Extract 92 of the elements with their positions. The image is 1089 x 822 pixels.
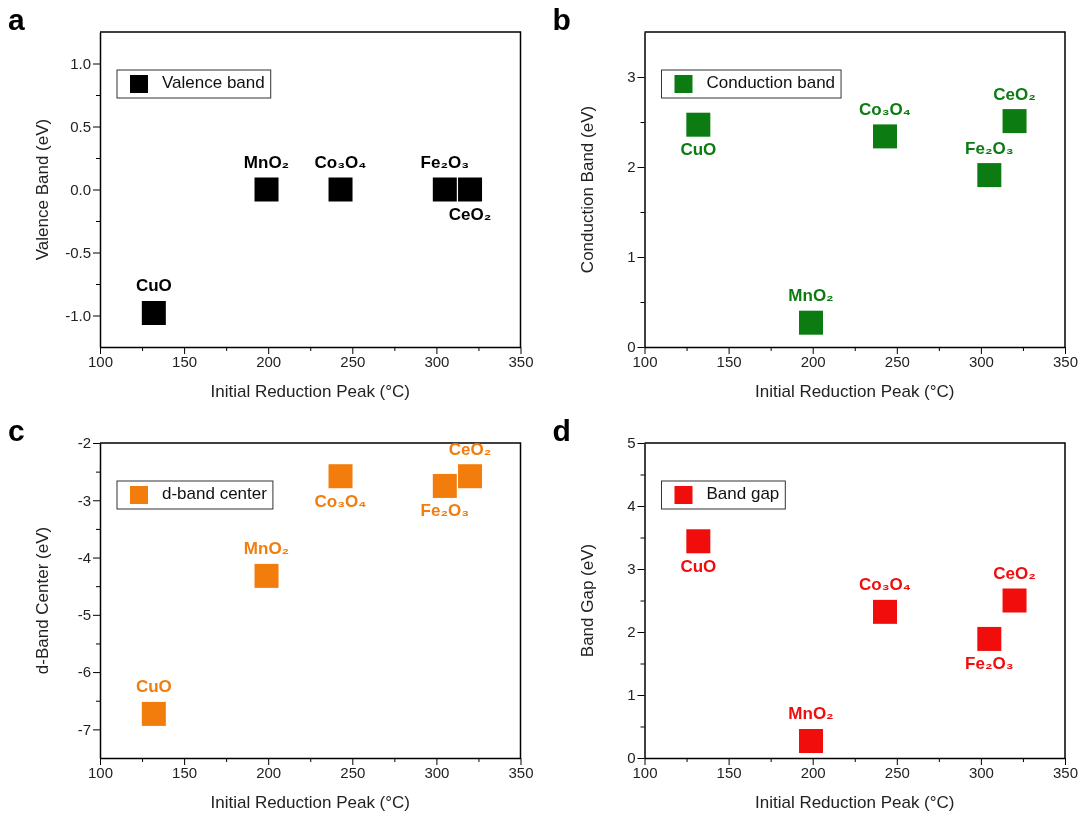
y-tick-label: 0.5: [70, 117, 91, 135]
annotation: Fe₂O₃: [420, 501, 470, 521]
annotation: MnO₂: [243, 152, 290, 172]
annotation: Co₃O₄: [859, 99, 911, 119]
y-tick-label: -3: [77, 491, 91, 509]
x-tick-label: 150: [716, 763, 742, 781]
x-tick-label: 250: [884, 352, 910, 370]
x-tick-label: 200: [800, 352, 826, 370]
y-axis-title: Band Gap (eV): [577, 543, 597, 658]
point: [254, 563, 279, 588]
annotation: Co₃O₄: [314, 491, 367, 511]
point: [686, 529, 711, 554]
annotation: Co₃O₄: [859, 575, 911, 595]
annotation: CeO₂: [448, 204, 492, 224]
point: [977, 163, 1002, 188]
y-tick-label: -0.5: [65, 243, 91, 261]
y-tick-label: 2: [627, 158, 636, 176]
y-axis-title: Valence Band (eV): [33, 118, 52, 261]
x-tick-label: 300: [968, 763, 994, 781]
y-tick-label: 0.0: [70, 180, 91, 198]
legend-label: Conduction band: [706, 73, 836, 93]
annotation: CeO₂: [993, 563, 1036, 583]
y-tick-label: -4: [77, 548, 91, 566]
annotation: CuO: [680, 556, 717, 576]
annotation: CuO: [135, 276, 172, 296]
y-tick-label: 1: [627, 248, 636, 266]
annotation: Fe₂O₃: [420, 152, 470, 172]
annotation: Fe₂O₃: [965, 138, 1014, 158]
x-tick-label: 350: [1052, 352, 1079, 370]
y-axis-title: d-Band Center (eV): [33, 526, 52, 675]
y-axis-title: Conduction Band (eV): [577, 105, 597, 274]
x-axis-title: Initial Reduction Peak (°C): [754, 382, 955, 401]
x-tick-label: 100: [87, 352, 114, 370]
point: [873, 124, 898, 149]
y-tick-label: -7: [77, 720, 91, 738]
chart-title: d: [552, 414, 571, 447]
legend-label: Band gap: [706, 484, 780, 504]
y-tick-label: 1.0: [70, 54, 91, 72]
x-axis-title: Initial Reduction Peak (°C): [210, 382, 411, 401]
x-axis-title: Initial Reduction Peak (°C): [210, 793, 411, 812]
annotation: Co₃O₄: [314, 152, 367, 172]
y-tick-label: -2: [77, 434, 91, 452]
chart-title: a: [8, 3, 25, 36]
annotation: Fe₂O₃: [965, 654, 1014, 674]
y-tick-label: -5: [77, 606, 91, 624]
point: [686, 112, 711, 137]
y-tick-label: -1.0: [65, 306, 91, 324]
point: [799, 310, 824, 335]
x-tick-label: 200: [256, 763, 282, 781]
y-tick-label: 3: [627, 560, 636, 578]
y-tick-label: 5: [627, 434, 636, 452]
x-tick-label: 200: [800, 763, 826, 781]
x-tick-label: 350: [508, 763, 534, 781]
y-tick-label: 1: [627, 686, 636, 704]
point: [458, 464, 483, 489]
annotation: CuO: [135, 677, 172, 697]
y-tick-label: -6: [77, 663, 91, 681]
y-tick-label: 4: [627, 497, 636, 515]
x-tick-label: 350: [508, 352, 534, 370]
chart-title: c: [8, 414, 25, 447]
point: [141, 701, 166, 726]
point: [1002, 109, 1027, 134]
x-tick-label: 300: [424, 763, 450, 781]
point: [977, 626, 1002, 651]
legend-label: d-band center: [162, 484, 268, 504]
annotation: MnO₂: [788, 704, 834, 724]
legend-label: Valence band: [162, 73, 265, 93]
annotation: MnO₂: [243, 539, 290, 559]
x-axis-title: Initial Reduction Peak (°C): [754, 793, 955, 812]
x-tick-label: 300: [968, 352, 994, 370]
annotation: CeO₂: [448, 439, 492, 459]
x-tick-label: 150: [172, 763, 198, 781]
x-tick-label: 150: [172, 352, 198, 370]
annotation: MnO₂: [788, 286, 834, 306]
point: [1002, 588, 1027, 613]
point: [432, 473, 457, 498]
point: [799, 728, 824, 753]
annotation: CeO₂: [993, 84, 1036, 104]
y-tick-label: 3: [627, 68, 636, 86]
x-tick-label: 200: [256, 352, 282, 370]
point: [873, 599, 898, 624]
x-tick-label: 250: [884, 763, 910, 781]
x-tick-label: 100: [87, 763, 114, 781]
annotation: CuO: [680, 140, 717, 160]
x-tick-label: 250: [340, 352, 366, 370]
x-tick-label: 250: [340, 763, 366, 781]
y-tick-label: 2: [627, 623, 636, 641]
x-tick-label: 150: [716, 352, 742, 370]
x-tick-label: 300: [424, 352, 450, 370]
point: [328, 464, 353, 489]
chart-title: b: [552, 3, 571, 36]
x-tick-label: 350: [1052, 763, 1079, 781]
